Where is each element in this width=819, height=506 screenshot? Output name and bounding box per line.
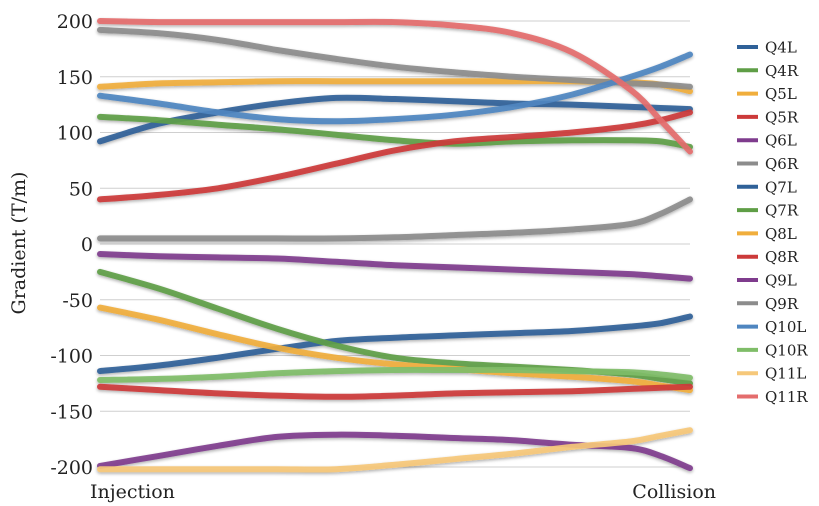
legend-label: Q6R — [765, 155, 799, 173]
y-tick-label: -200 — [50, 457, 93, 479]
series-line-q11l — [97, 427, 693, 473]
series-line-q7l — [97, 313, 693, 375]
y-tick-label: 0 — [81, 234, 93, 256]
legend-label: Q9L — [765, 272, 797, 290]
y-tick-label: -150 — [50, 401, 93, 423]
legend-entry-q11l: Q11L — [737, 365, 806, 383]
y-tick-label: 150 — [57, 67, 93, 89]
legend-label: Q11L — [765, 365, 806, 383]
y-tick-label: 50 — [69, 178, 93, 200]
legend-label: Q10R — [765, 341, 808, 359]
y-axis-title: Gradient (T/m) — [8, 172, 30, 315]
series-line-q5r — [97, 109, 693, 203]
legend-entry-q11r: Q11R — [737, 388, 808, 406]
legend-label: Q10L — [765, 318, 806, 336]
legend-label: Q5R — [765, 108, 799, 126]
legend-entry-q10l: Q10L — [737, 318, 806, 336]
series-line-q9r — [97, 26, 693, 90]
legend-entry-q7l: Q7L — [737, 178, 797, 196]
series-lines — [97, 18, 693, 473]
legend-entry-q5l: Q5L — [737, 85, 797, 103]
y-tick-label: -100 — [50, 346, 93, 368]
legend-label: Q7L — [765, 178, 797, 196]
legend-entry-q7r: Q7R — [737, 202, 799, 220]
legend-label: Q7R — [765, 202, 799, 220]
legend-entry-q8r: Q8R — [737, 248, 799, 266]
legend: Q4L Q4R Q5L Q5R Q6L Q6R Q7L Q7R Q8L Q8R Q9L Q9R Q10L… — [737, 39, 808, 406]
y-tick-labels: 200 150 100 50 0 -50 -100 -150 -200 — [50, 11, 93, 479]
series-line-q10l — [97, 51, 693, 125]
series-line-q9l — [97, 431, 693, 472]
legend-entry-q9l: Q9L — [737, 272, 797, 290]
legend-label: Q4R — [765, 62, 799, 80]
x-tick-label-collision: Collision — [632, 481, 716, 503]
legend-entry-q6r: Q6R — [737, 155, 799, 173]
legend-label: Q8R — [765, 248, 799, 266]
series-line-q8r — [97, 383, 693, 400]
series-line-q6r — [97, 196, 693, 242]
legend-label: Q11R — [765, 388, 808, 406]
legend-label: Q5L — [765, 85, 797, 103]
legend-label: Q9R — [765, 295, 799, 313]
legend-entry-q5r: Q5R — [737, 108, 799, 126]
legend-entry-q10r: Q10R — [737, 341, 808, 359]
legend-entry-q4l: Q4L — [737, 39, 797, 57]
x-tick-label-injection: Injection — [90, 481, 175, 503]
y-tick-label: -50 — [62, 290, 93, 312]
legend-label: Q8L — [765, 225, 797, 243]
legend-entry-q8l: Q8L — [737, 225, 797, 243]
legend-label: Q6L — [765, 132, 797, 150]
legend-label: Q4L — [765, 39, 797, 57]
legend-entry-q4r: Q4R — [737, 62, 799, 80]
legend-entry-q9r: Q9R — [737, 295, 799, 313]
series-line-q11r — [97, 18, 693, 155]
legend-entry-q6l: Q6L — [737, 132, 797, 150]
y-tick-label: 200 — [57, 11, 93, 33]
series-line-q10r — [97, 366, 693, 383]
series-line-q8l — [97, 304, 693, 394]
series-line-q6l — [97, 251, 693, 282]
y-tick-label: 100 — [57, 123, 93, 145]
